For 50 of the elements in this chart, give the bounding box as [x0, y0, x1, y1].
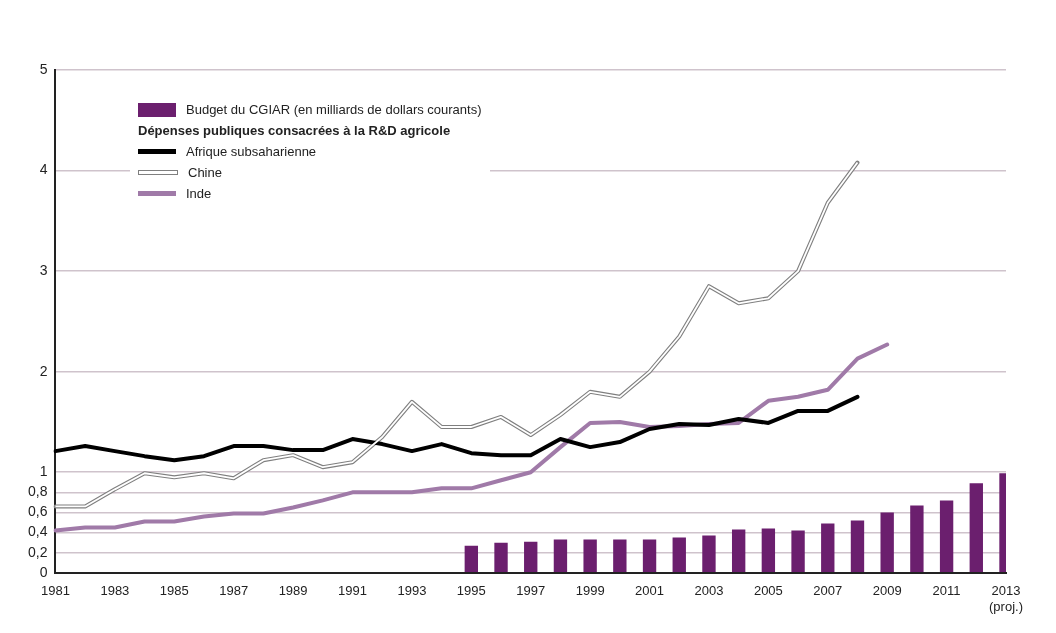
x-tick-label: 1983	[100, 583, 130, 599]
y-tick-label: 5	[39, 60, 48, 77]
legend-label: Chine	[188, 165, 222, 180]
y-tick-label: 1	[39, 463, 48, 480]
bar	[583, 539, 597, 573]
x-tick-label: 2011	[932, 583, 961, 599]
bar	[494, 542, 508, 573]
x-tick-label: 1987	[219, 583, 249, 599]
bar	[524, 541, 538, 573]
x-tick-label: 1981	[41, 583, 70, 599]
x-tick-label: 1985	[159, 583, 189, 599]
y-tick-label: 0,4	[27, 523, 48, 540]
x-tick-label: 2013 (proj.)	[989, 583, 1023, 614]
bar	[702, 535, 716, 573]
x-tick-label: 1997	[516, 583, 546, 599]
x-tick-label: 2005	[753, 583, 783, 599]
y-tick-label: 4	[39, 161, 48, 178]
bar	[761, 528, 776, 573]
bar	[553, 539, 568, 573]
x-tick-label: 1995	[456, 583, 486, 599]
bar	[642, 539, 657, 573]
bar	[880, 512, 894, 573]
x-tick-label: 2007	[813, 583, 843, 599]
legend-label: Inde	[186, 186, 212, 201]
x-tick-label: 1993	[397, 583, 427, 599]
y-tick-label: 3	[39, 261, 48, 278]
x-tick-label: 2001	[635, 583, 665, 599]
bar	[821, 523, 835, 573]
y-tick-label: 2	[39, 362, 48, 379]
y-tick-label: 0	[39, 563, 48, 580]
bar	[791, 530, 805, 573]
x-tick-label: 1991	[338, 583, 367, 599]
legend-title: Dépenses publiques consacrées à la R&D agricole	[138, 122, 452, 140]
bar	[910, 505, 924, 573]
y-tick-label: 0,2	[27, 543, 48, 560]
bar	[731, 529, 746, 573]
legend-label: Afrique subsaharienne	[186, 144, 317, 159]
bar	[464, 545, 479, 573]
bar	[613, 539, 627, 573]
legend-label: Budget du CGIAR (en milliards de dollars courants)	[186, 102, 482, 117]
x-tick-label: 1989	[278, 583, 308, 599]
x-tick-label: 2009	[872, 583, 902, 599]
bar	[850, 520, 865, 573]
x-tick-label: 1999	[575, 583, 605, 599]
y-tick-label: 0,8	[27, 483, 48, 500]
y-tick-label: 0,6	[27, 503, 48, 520]
bar	[969, 483, 983, 573]
bar	[939, 500, 954, 573]
x-tick-label: 2003	[694, 583, 724, 599]
bar	[672, 537, 686, 573]
